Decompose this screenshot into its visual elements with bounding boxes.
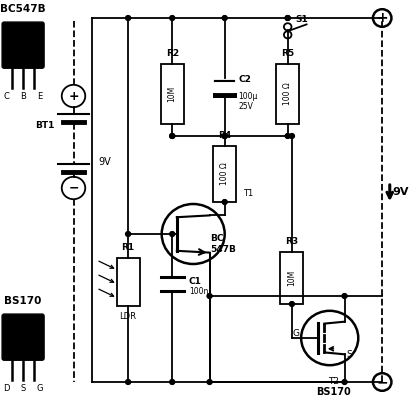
- Text: 10M: 10M: [168, 86, 177, 102]
- Text: +: +: [376, 11, 388, 25]
- Text: E: E: [37, 92, 43, 101]
- Circle shape: [207, 380, 212, 384]
- Circle shape: [126, 380, 131, 384]
- Circle shape: [342, 380, 347, 384]
- Bar: [116, 258, 139, 306]
- Text: S1: S1: [295, 16, 308, 24]
- Text: C: C: [3, 92, 9, 101]
- Circle shape: [170, 380, 175, 384]
- Circle shape: [342, 294, 347, 298]
- Circle shape: [170, 134, 175, 138]
- Bar: [281, 252, 303, 304]
- Text: +: +: [68, 90, 79, 102]
- Text: C2: C2: [239, 75, 251, 84]
- Text: LDR: LDR: [120, 312, 136, 321]
- Circle shape: [222, 134, 227, 138]
- Circle shape: [170, 16, 175, 20]
- Circle shape: [285, 16, 290, 20]
- Text: D: D: [3, 384, 9, 393]
- Bar: [215, 81, 234, 95]
- Text: G: G: [37, 384, 43, 393]
- Circle shape: [285, 134, 290, 138]
- Text: G: G: [292, 330, 299, 338]
- Text: T2: T2: [328, 377, 339, 386]
- Text: BC
547B: BC 547B: [210, 234, 236, 254]
- Text: C1: C1: [189, 278, 202, 286]
- Circle shape: [222, 134, 227, 138]
- Circle shape: [289, 302, 294, 306]
- Circle shape: [126, 232, 131, 236]
- Text: −: −: [68, 182, 79, 194]
- Text: R4: R4: [218, 131, 231, 140]
- Circle shape: [170, 134, 175, 138]
- Circle shape: [126, 16, 131, 20]
- Text: −: −: [376, 375, 388, 389]
- Circle shape: [207, 294, 212, 298]
- FancyBboxPatch shape: [2, 22, 44, 68]
- Circle shape: [222, 134, 227, 138]
- Text: 100 Ω: 100 Ω: [220, 163, 229, 185]
- Text: S: S: [21, 384, 26, 393]
- Text: S: S: [346, 350, 352, 359]
- Text: 10M: 10M: [287, 270, 297, 286]
- Text: T1: T1: [243, 189, 253, 198]
- Circle shape: [289, 134, 294, 138]
- Text: 100μ
25V: 100μ 25V: [239, 92, 258, 111]
- Text: BT1: BT1: [35, 122, 55, 130]
- Text: BC547B: BC547B: [0, 4, 46, 14]
- Circle shape: [222, 200, 227, 204]
- Text: BS170: BS170: [5, 296, 42, 306]
- Text: 9V: 9V: [99, 157, 111, 167]
- Text: 100n: 100n: [189, 288, 208, 296]
- Text: 9V: 9V: [393, 187, 409, 197]
- Text: R3: R3: [285, 237, 299, 246]
- Text: R1: R1: [121, 243, 135, 252]
- Circle shape: [222, 16, 227, 20]
- Text: B: B: [20, 92, 26, 101]
- Text: BS170: BS170: [317, 387, 351, 397]
- Text: 100 Ω: 100 Ω: [283, 83, 292, 105]
- FancyBboxPatch shape: [2, 314, 44, 360]
- Bar: [213, 146, 236, 202]
- Text: R5: R5: [281, 49, 294, 58]
- Circle shape: [170, 232, 175, 236]
- Bar: [160, 64, 184, 124]
- Circle shape: [285, 16, 290, 20]
- Bar: [276, 64, 299, 124]
- Text: R2: R2: [165, 49, 179, 58]
